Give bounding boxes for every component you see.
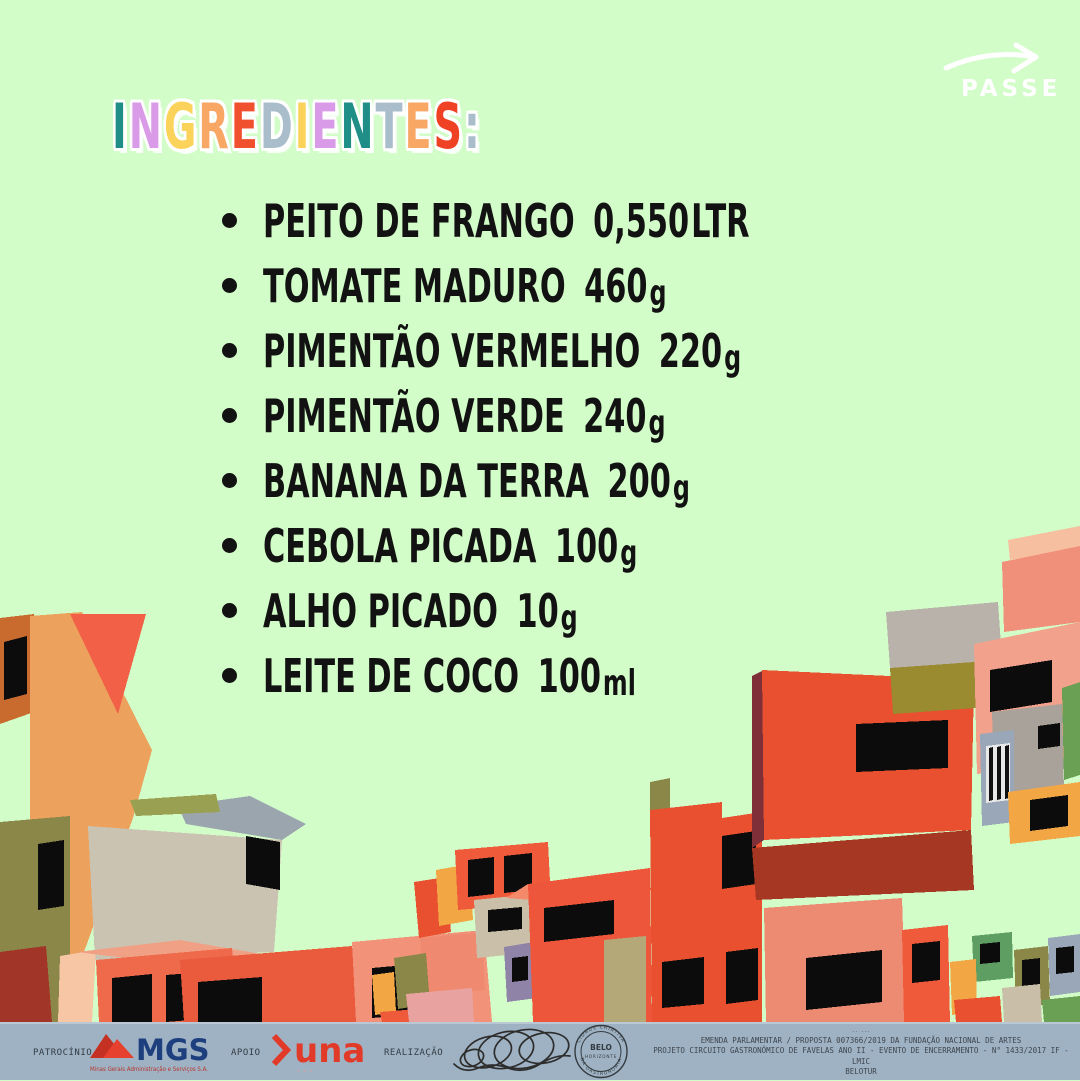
ingredient-name: ALHO PICADO bbox=[263, 583, 498, 638]
ingredient-name: PEITO DE FRANGO bbox=[263, 193, 575, 248]
fine-print-line: PROJETO CIRCUITO GASTRONÔMICO DE FAVELAS… bbox=[653, 1046, 1069, 1066]
ingredient-row: CEBOLA PICADA 100 g bbox=[222, 513, 1000, 578]
ingredient-unit: g bbox=[620, 532, 638, 574]
ingredient-unit: g bbox=[649, 272, 667, 314]
passe-arrow-icon[interactable] bbox=[942, 38, 1052, 80]
mgs-wordmark: MGS bbox=[136, 1033, 210, 1067]
ingredient-unit: ml bbox=[602, 662, 636, 704]
fine-print-line: BELOTUR bbox=[845, 1067, 877, 1077]
ingredient-name: BANANA DA TERRA bbox=[263, 453, 589, 508]
ingredient-text: LEITE DE COCO 100 ml bbox=[263, 648, 636, 704]
ingredient-name: CEBOLA PICADA bbox=[263, 518, 537, 573]
ingredient-name: LEITE DE COCO bbox=[263, 648, 520, 703]
favela-illustration bbox=[0, 526, 1080, 1022]
ingredient-row: PEITO DE FRANGO 0,550 LTR bbox=[222, 188, 1000, 253]
fine-print: -- --- EMENDA PARLAMENTAR / PROPOSTA 007… bbox=[646, 1029, 1076, 1078]
ingredient-amount: 100 bbox=[554, 518, 619, 573]
ingredient-unit: g bbox=[672, 467, 690, 509]
bullet-icon bbox=[222, 603, 237, 618]
seal-center-top: BELO bbox=[590, 1043, 612, 1052]
title-letter: E bbox=[311, 90, 341, 163]
belo-horizonte-seal: CIDADE CRIATIVA DA GASTRONOMIA BELO HORI… bbox=[574, 1024, 628, 1079]
passe-label[interactable]: PASSE bbox=[961, 76, 1062, 102]
ingredient-name: PIMENTÃO VERDE bbox=[263, 388, 565, 443]
ingredient-row: BANANA DA TERRA 200 g bbox=[222, 448, 1000, 513]
fine-print-lines: EMENDA PARLAMENTAR / PROPOSTA 007366/201… bbox=[646, 1036, 1076, 1078]
title-letter: N bbox=[340, 90, 376, 163]
ingredient-unit: g bbox=[648, 402, 666, 444]
svg-text:DA GASTRONOMIA: DA GASTRONOMIA bbox=[578, 1057, 623, 1077]
title-letter: I bbox=[294, 90, 312, 163]
ingredient-amount: 200 bbox=[607, 453, 671, 508]
ingredient-text: PIMENTÃO VERDE 240 g bbox=[263, 388, 666, 444]
ingredient-amount: 10 bbox=[516, 583, 559, 638]
page-title: INGREDIENTES: bbox=[112, 96, 482, 158]
title-letter: D bbox=[259, 90, 295, 163]
ingredient-name: TOMATE MADURO bbox=[263, 258, 566, 313]
seal-center-bottom: HORIZONTE bbox=[585, 1054, 617, 1059]
ingredient-unit: g bbox=[560, 597, 578, 639]
una-wordmark: una bbox=[294, 1031, 365, 1071]
ingredient-unit: LTR bbox=[691, 193, 750, 248]
ingredient-name: PIMENTÃO VERMELHO bbox=[263, 323, 641, 378]
ingredient-amount: 240 bbox=[583, 388, 647, 443]
ingredient-text: TOMATE MADURO 460 g bbox=[263, 258, 667, 314]
ingredient-text: PEITO DE FRANGO 0,550 LTR bbox=[263, 194, 750, 248]
ingredient-amount: 460 bbox=[584, 258, 648, 313]
bullet-icon bbox=[222, 538, 237, 553]
bullet-icon bbox=[222, 213, 237, 228]
title-letter: E bbox=[404, 90, 434, 163]
ingredients-list: PEITO DE FRANGO 0,550 LTR TOMATE MADURO … bbox=[222, 188, 1000, 708]
ingredient-unit: g bbox=[724, 337, 742, 379]
fine-print-marks: -- --- bbox=[851, 1029, 871, 1035]
mgs-subtext: Minas Gerais Administração e Serviços S.… bbox=[90, 1066, 208, 1073]
ingredient-amount: 100 bbox=[537, 648, 601, 703]
ingredient-row: PIMENTÃO VERDE 240 g bbox=[222, 383, 1000, 448]
mgs-logo: MGS Minas Gerais Administração e Serviço… bbox=[90, 1033, 210, 1073]
bullet-icon bbox=[222, 473, 237, 488]
ingredient-amount: 220 bbox=[658, 323, 723, 378]
fine-print-line: EMENDA PARLAMENTAR / PROPOSTA 007366/201… bbox=[700, 1036, 1022, 1045]
ingredient-text: ALHO PICADO 10 g bbox=[263, 583, 578, 639]
una-logo: una - - - bbox=[271, 1031, 365, 1076]
patrocinio-label: PATROCÍNIO bbox=[33, 1048, 93, 1058]
ingredient-row: ALHO PICADO 10 g bbox=[222, 578, 1000, 643]
mgs-mountain-icon bbox=[103, 1039, 134, 1058]
seal-arc-bottom: DA GASTRONOMIA bbox=[578, 1057, 622, 1077]
ingredient-text: CEBOLA PICADA 100 g bbox=[263, 518, 638, 574]
ingredient-amount: 0,550 bbox=[593, 193, 690, 248]
una-marks: - - - bbox=[297, 1066, 312, 1076]
title-letter: : bbox=[464, 90, 482, 163]
casulo-signature-icon bbox=[453, 1028, 571, 1072]
ingredient-row: TOMATE MADURO 460 g bbox=[222, 253, 1000, 318]
title-letter: T bbox=[375, 90, 405, 163]
bullet-icon bbox=[222, 668, 237, 683]
title-letter: S bbox=[433, 90, 465, 163]
ingredient-text: BANANA DA TERRA 200 g bbox=[263, 453, 690, 509]
ingredient-text: PIMENTÃO VERMELHO 220 g bbox=[263, 323, 742, 379]
realizacao-label: REALIZAÇÃO bbox=[384, 1048, 444, 1058]
title-letter: R bbox=[198, 90, 231, 163]
bullet-icon bbox=[222, 408, 237, 423]
ingredient-row: PIMENTÃO VERMELHO 220 g bbox=[222, 318, 1000, 383]
bullet-icon bbox=[222, 343, 237, 358]
apoio-label: APOIO bbox=[231, 1048, 261, 1058]
title-letter: G bbox=[163, 90, 199, 163]
bullet-icon bbox=[222, 278, 237, 293]
title-letter: N bbox=[128, 90, 164, 163]
una-chevron-icon bbox=[271, 1033, 292, 1067]
ingredient-row: LEITE DE COCO 100 ml bbox=[222, 643, 1000, 708]
title-letter: E bbox=[230, 90, 260, 163]
title-letter: I bbox=[112, 90, 129, 163]
